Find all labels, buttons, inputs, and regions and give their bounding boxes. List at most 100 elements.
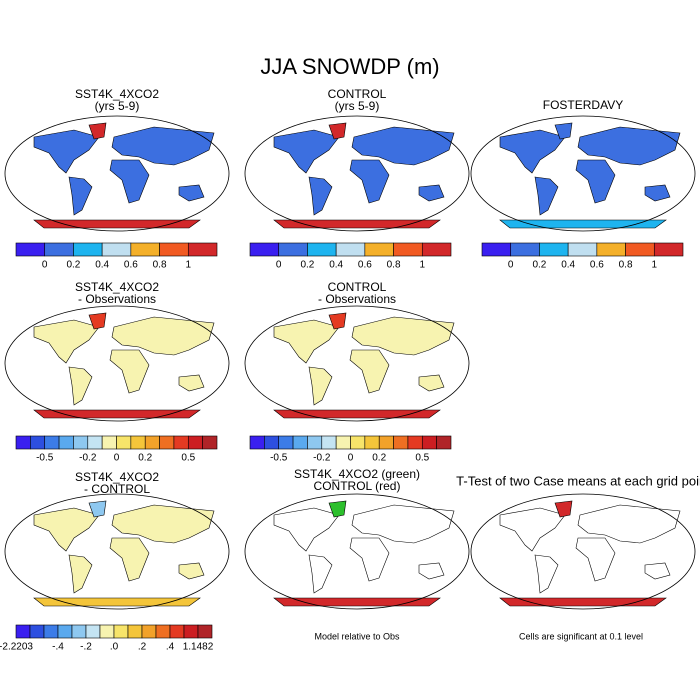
colorbar-cell — [44, 242, 74, 257]
colorbar-cell — [335, 242, 366, 257]
colorbar-cell — [87, 435, 103, 450]
map — [4, 305, 230, 422]
colorbar-label: 0.2 — [300, 260, 314, 271]
colorbar-cell — [29, 624, 45, 639]
colorbar-cell — [101, 242, 132, 257]
colorbar-cell — [421, 242, 452, 257]
colorbar-cell — [393, 242, 423, 257]
colorbar-label: 0.4 — [561, 260, 575, 271]
colorbar-cell — [596, 242, 626, 257]
colorbar-cell — [15, 435, 31, 450]
colorbar-label: 0.6 — [358, 260, 372, 271]
map — [470, 493, 696, 610]
panel-title: (yrs 5-9) — [335, 99, 380, 113]
colorbar-cell — [173, 435, 189, 450]
colorbar-cell — [73, 435, 89, 450]
map — [244, 305, 470, 422]
map — [244, 493, 470, 610]
colorbar-cell — [278, 242, 308, 257]
colorbar-cell — [30, 435, 46, 450]
colorbar-label: -2.2203 — [0, 642, 33, 653]
colorbar-cell — [436, 435, 452, 450]
colorbar-label: -.2 — [80, 642, 92, 653]
colorbar-label: 0.2 — [372, 453, 386, 464]
colorbar-label: 0.8 — [387, 260, 401, 271]
colorbar-cell — [187, 435, 203, 450]
colorbar-label: 1 — [652, 260, 658, 271]
colorbar-cell — [292, 435, 308, 450]
colorbar-cell — [510, 242, 540, 257]
map — [244, 115, 470, 232]
colorbar-cell — [321, 435, 337, 450]
colorbar-cell — [58, 435, 74, 450]
colorbar-cell — [407, 435, 423, 450]
panel-title: SST4K_4XCO2 (green) — [294, 467, 420, 481]
colorbar-label: 0.4 — [95, 260, 109, 271]
colorbar-cell — [57, 624, 73, 639]
colorbar-label: 0.2 — [532, 260, 546, 271]
colorbar-label: 0 — [42, 260, 48, 271]
panel-title: FOSTERDAVY — [543, 98, 623, 112]
colorbar-label: 0 — [276, 260, 282, 271]
colorbar-cell — [307, 435, 323, 450]
colorbar-label: .2 — [138, 642, 147, 653]
panel-title: CONTROL (red) — [314, 479, 401, 493]
colorbar-label: -0.2 — [313, 453, 331, 464]
colorbar-label: -0.5 — [36, 453, 54, 464]
note: Cells are significant at 0.1 level — [519, 631, 643, 641]
panel-title: - Observations — [78, 292, 156, 306]
colorbar-cell — [127, 624, 143, 639]
colorbar-cell — [130, 242, 160, 257]
colorbar-label: 0 — [348, 453, 354, 464]
colorbar-cell — [85, 624, 101, 639]
page-title: JJA SNOWDP (m) — [260, 54, 439, 79]
colorbar-cell — [99, 624, 115, 639]
colorbar-label: -0.5 — [270, 453, 288, 464]
colorbar-cell — [113, 624, 129, 639]
panel-title: T-Test of two Case means at each grid po… — [456, 473, 700, 488]
colorbar-label: 0.8 — [153, 260, 167, 271]
colorbar-cell — [350, 435, 366, 450]
panel-title: - CONTROL — [84, 482, 150, 496]
colorbar-cell — [625, 242, 655, 257]
colorbar-cell — [264, 435, 280, 450]
colorbar-cell — [249, 435, 265, 450]
colorbar-label: -0.2 — [79, 453, 97, 464]
map — [4, 115, 230, 232]
map — [4, 493, 230, 610]
colorbar-cell — [421, 435, 437, 450]
panel-title: CONTROL — [328, 87, 387, 101]
colorbar-label: 0.2 — [138, 453, 152, 464]
colorbar-cell — [15, 624, 31, 639]
colorbar-cell — [144, 435, 160, 450]
colorbar-cell — [364, 435, 380, 450]
colorbar-label: -.4 — [52, 642, 64, 653]
colorbar-cell — [335, 435, 351, 450]
colorbar-cell — [481, 242, 512, 257]
colorbar-label: .4 — [166, 642, 175, 653]
colorbar-cell — [159, 435, 175, 450]
colorbar-label: 0.5 — [415, 453, 429, 464]
colorbar-cell — [44, 435, 60, 450]
colorbar-label: 0.6 — [590, 260, 604, 271]
colorbar-cell — [15, 242, 46, 257]
colorbar-cell — [307, 242, 337, 257]
colorbar-cell — [71, 624, 87, 639]
colorbar-label: 0.4 — [329, 260, 343, 271]
colorbar-label: 0.8 — [619, 260, 633, 271]
colorbar-cell — [378, 435, 394, 450]
colorbar-cell — [364, 242, 394, 257]
colorbar-cell — [567, 242, 598, 257]
panel-title: CONTROL — [328, 280, 387, 294]
colorbar-label: .0 — [110, 642, 119, 653]
colorbar-cell — [43, 624, 59, 639]
colorbar-label: 1.1482 — [183, 642, 214, 653]
colorbar-cell — [393, 435, 409, 450]
colorbar-cell — [116, 435, 132, 450]
colorbar-cell — [187, 242, 218, 257]
colorbar-label: 0.2 — [66, 260, 80, 271]
map — [470, 115, 696, 232]
colorbar-label: 1 — [186, 260, 192, 271]
colorbar-label: 1 — [420, 260, 426, 271]
colorbar-label: 0 — [508, 260, 514, 271]
